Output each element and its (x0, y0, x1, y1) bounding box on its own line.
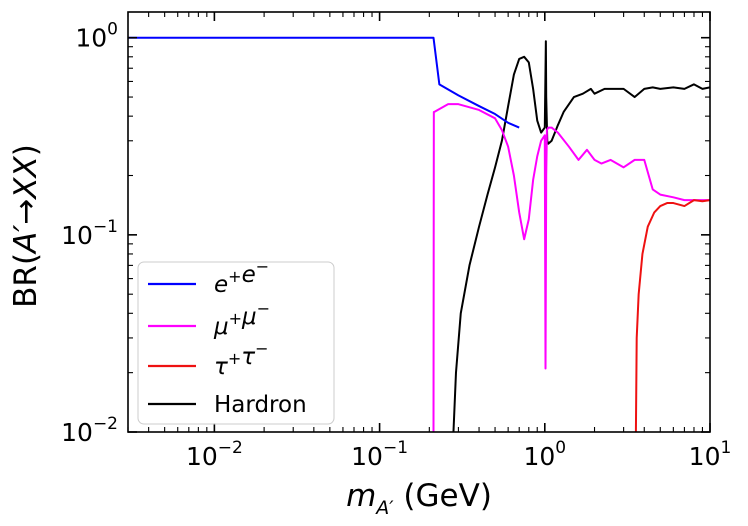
y-tick-label: 10−2 (61, 414, 118, 447)
y-axis-title-ital2: XX (8, 155, 44, 200)
legend-label: Hardron (214, 392, 307, 418)
y-tick-label: 10−1 (61, 217, 118, 250)
ticks-layer: 10−2 10−1 100 101 10−2 10−1 100 (61, 12, 731, 471)
x-tick-label: 10−2 (186, 438, 243, 471)
x-tick-label: 101 (689, 438, 732, 471)
legend: e+e−μ+μ−τ+τ− Hardron (137, 257, 335, 425)
legend-label: e+e− (214, 257, 269, 298)
y-axis-title-pre: BR( (8, 253, 44, 308)
y-axis-title-ital: A′ (8, 225, 44, 255)
y-tick-label: 100 (75, 20, 118, 53)
legend-label: μ+μ− (213, 299, 270, 340)
x-axis-title-sub: A′ (374, 497, 394, 519)
series-line-hadron (452, 40, 710, 432)
series-line-mumu (432, 103, 710, 432)
x-tick-label: 100 (523, 438, 566, 471)
legend-label: τ+τ− (214, 339, 269, 380)
axes-frame (127, 11, 711, 433)
x-tick-label: 10−1 (351, 438, 408, 471)
series-line-tautau (634, 199, 710, 432)
x-axis-title-unit: (GeV) (394, 478, 492, 514)
x-axis-title-main: m (346, 478, 376, 514)
y-axis-title-post: ) (8, 144, 44, 156)
y-axis-title: BR(A′→XX) (8, 144, 44, 308)
series-layer (128, 36, 710, 432)
legend-entries: e+e−μ+μ−τ+τ− Hardron (148, 257, 307, 418)
series-line-ee (128, 36, 520, 129)
x-axis-title: mA′ (GeV) (346, 478, 492, 519)
legend-frame (137, 261, 335, 425)
y-axis-title-arrow: → (8, 199, 44, 225)
